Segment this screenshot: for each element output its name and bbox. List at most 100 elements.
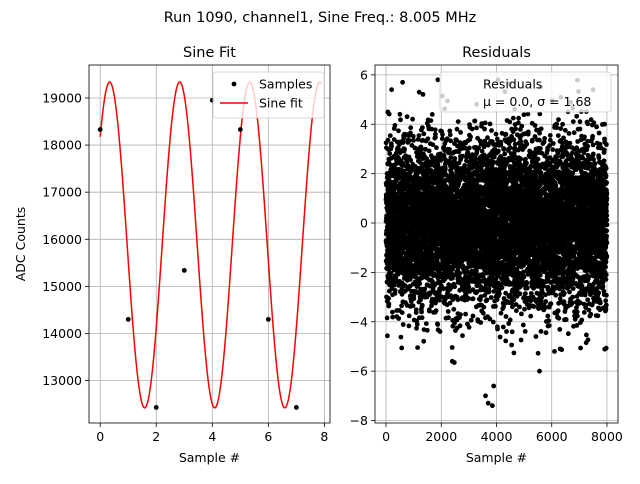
residual-point (487, 289, 492, 294)
residual-point (405, 114, 410, 119)
residual-point (488, 122, 493, 127)
residual-point (466, 285, 471, 290)
sine-fit-line (100, 82, 321, 408)
sine-fit-ylabel: ADC Counts (13, 207, 28, 282)
legend-samples-marker (232, 82, 237, 87)
residual-point (427, 149, 432, 154)
residual-point (491, 320, 496, 325)
sine-fit-title: Sine Fit (183, 45, 236, 61)
residual-point (417, 133, 422, 138)
residual-point (420, 315, 425, 320)
sine-fit-xtick-label: 0 (96, 429, 104, 444)
residual-point (500, 285, 505, 290)
sine-fit-xtick-label: 6 (264, 429, 272, 444)
residual-point (455, 127, 460, 132)
residual-point (456, 119, 461, 124)
residual-point (412, 296, 417, 301)
sample-point (266, 317, 271, 322)
residual-point (446, 315, 451, 320)
residual-point (389, 144, 394, 149)
residual-point (463, 312, 468, 317)
residual-point (386, 138, 391, 143)
residual-point (385, 316, 390, 321)
residual-point (448, 138, 453, 143)
sine-fit-xtick-label: 2 (152, 429, 160, 444)
residual-point (460, 333, 465, 338)
residual-point (388, 133, 393, 138)
residual-point (508, 318, 513, 323)
residual-point (474, 126, 479, 131)
residual-point (512, 351, 517, 356)
residual-point (430, 112, 435, 117)
residual-point (473, 119, 478, 124)
residual-point (502, 152, 507, 157)
residual-point (519, 312, 524, 317)
legend-samples-label: Samples (259, 77, 312, 92)
residual-point (504, 329, 509, 334)
residual-point (417, 281, 422, 286)
residual-point (483, 121, 488, 126)
residual-point (414, 326, 419, 331)
residual-point (508, 145, 513, 150)
residual-point (402, 147, 407, 152)
residual-point (396, 128, 401, 133)
residual-point (396, 316, 401, 321)
residual-point (458, 130, 463, 135)
residual-point (398, 117, 403, 122)
residual-point (434, 308, 439, 313)
residual-point (435, 322, 440, 327)
sample-point (182, 268, 187, 273)
sample-point (238, 127, 243, 132)
sine-fit-legend: Samples Sine fit (213, 72, 324, 118)
residual-point (512, 137, 517, 142)
residual-point (452, 156, 457, 161)
sine-fit-ytick-label: 15000 (42, 279, 82, 294)
residual-point (440, 132, 445, 137)
residual-point (513, 126, 518, 131)
sine-fit-ytick-label: 14000 (42, 326, 82, 341)
residual-point (501, 147, 506, 152)
sample-point (294, 405, 299, 410)
residual-point (485, 135, 490, 140)
residual-point (494, 132, 499, 137)
residual-point (450, 345, 455, 350)
residual-point (462, 163, 467, 168)
sine-fit-xtick-label: 8 (320, 429, 328, 444)
residual-point (499, 311, 504, 316)
residual-point (393, 288, 398, 293)
residual-point (399, 346, 404, 351)
residual-point (420, 303, 425, 308)
residual-point (519, 338, 524, 343)
residual-point (434, 145, 439, 150)
residual-point (438, 329, 443, 334)
residual-point (467, 146, 472, 151)
residual-point (420, 125, 425, 130)
residual-point (387, 302, 392, 307)
residual-point (516, 116, 521, 121)
sample-point (98, 127, 103, 132)
sine-fit-data (98, 82, 322, 410)
residual-point (386, 296, 391, 301)
residual-point (493, 304, 498, 309)
residual-point (436, 77, 441, 82)
residual-point (410, 117, 415, 122)
residuals-title: Residuals (462, 45, 531, 61)
residual-point (504, 132, 509, 137)
residual-point (411, 138, 416, 143)
residual-point (518, 291, 523, 296)
residual-point (470, 127, 475, 132)
residual-point (401, 322, 406, 327)
residual-point (422, 287, 427, 292)
residual-point (390, 310, 395, 315)
residual-point (399, 335, 404, 340)
residual-point (424, 321, 429, 326)
residual-point (478, 320, 483, 325)
residual-point (411, 303, 416, 308)
sine-fit-ytick-label: 13000 (42, 373, 82, 388)
residual-point (471, 296, 476, 301)
residual-point (451, 307, 456, 312)
residual-point (499, 140, 504, 145)
